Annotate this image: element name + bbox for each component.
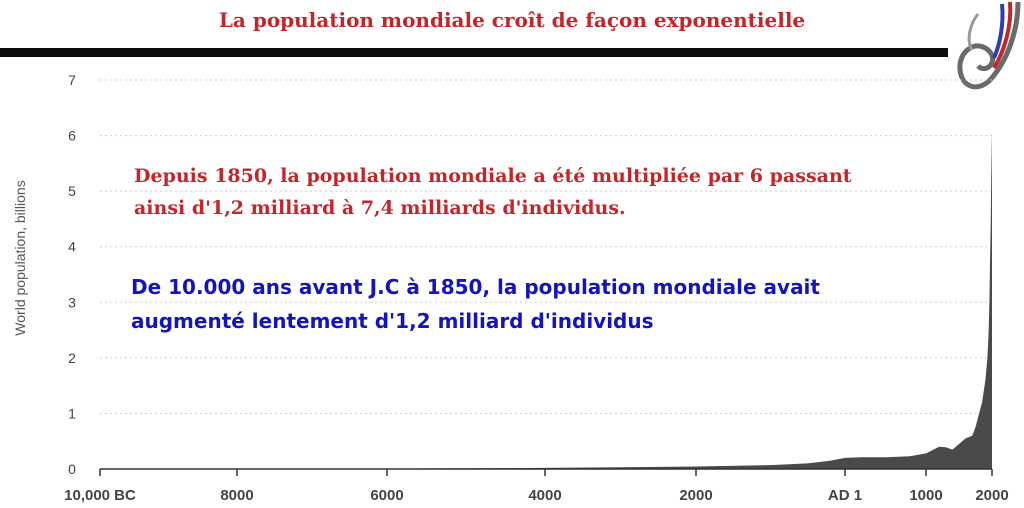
- x-tick-label: 4000: [528, 487, 561, 504]
- annotation-blue: De 10.000 ans avant J.C à 1850, la popul…: [131, 270, 820, 338]
- annotation-blue-line-2: augmenté lentement d'1,2 milliard d'indi…: [131, 309, 654, 333]
- x-tick-labels: 10,000 BC 8000 6000 4000 2000 AD 1 1000 2000: [64, 487, 1009, 504]
- y-tick-label: 5: [68, 183, 76, 199]
- annotation-red: Depuis 1850, la population mondiale a ét…: [134, 160, 852, 224]
- x-tick-label: 2000: [975, 487, 1008, 504]
- x-tick-label: AD 1: [828, 487, 862, 504]
- y-tick-label: 7: [68, 72, 76, 88]
- y-tick-label: 3: [68, 294, 76, 310]
- header-divider-bar: [0, 48, 948, 57]
- y-axis-label: World population, billions: [12, 180, 28, 335]
- y-tick-label: 6: [68, 128, 76, 144]
- x-tick-label: 1000: [909, 487, 942, 504]
- annotation-red-line-1: Depuis 1850, la population mondiale a ét…: [134, 165, 852, 187]
- y-tick-labels: 0 1 2 3 4 5 6 7: [68, 72, 76, 477]
- x-tick-label: 8000: [220, 487, 253, 504]
- chart-area-layer: [100, 57, 992, 470]
- y-tick-label: 0: [68, 461, 76, 477]
- x-tick-label: 10,000 BC: [64, 487, 136, 504]
- y-tick-label: 2: [68, 350, 76, 366]
- y-tick-label: 4: [68, 239, 76, 255]
- population-area: [100, 57, 992, 470]
- spiral-logo-icon: [957, 1, 1021, 90]
- page-title: La population mondiale croît de façon ex…: [218, 8, 806, 32]
- annotation-red-line-2: ainsi d'1,2 milliard à 7,4 milliards d'i…: [134, 197, 626, 219]
- x-tick-label: 2000: [679, 487, 712, 504]
- y-tick-label: 1: [68, 405, 76, 421]
- x-tick-label: 6000: [370, 487, 403, 504]
- chart-gridlines: [100, 79, 992, 414]
- annotation-blue-line-1: De 10.000 ans avant J.C à 1850, la popul…: [131, 275, 820, 299]
- chart-axes: [99, 468, 993, 476]
